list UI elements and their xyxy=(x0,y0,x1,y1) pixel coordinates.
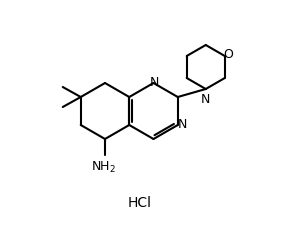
Text: O: O xyxy=(223,47,233,60)
Text: N: N xyxy=(178,118,188,131)
Text: NH$_2$: NH$_2$ xyxy=(91,160,115,175)
Text: HCl: HCl xyxy=(128,196,152,210)
Text: N: N xyxy=(150,76,159,88)
Text: N: N xyxy=(201,93,210,106)
